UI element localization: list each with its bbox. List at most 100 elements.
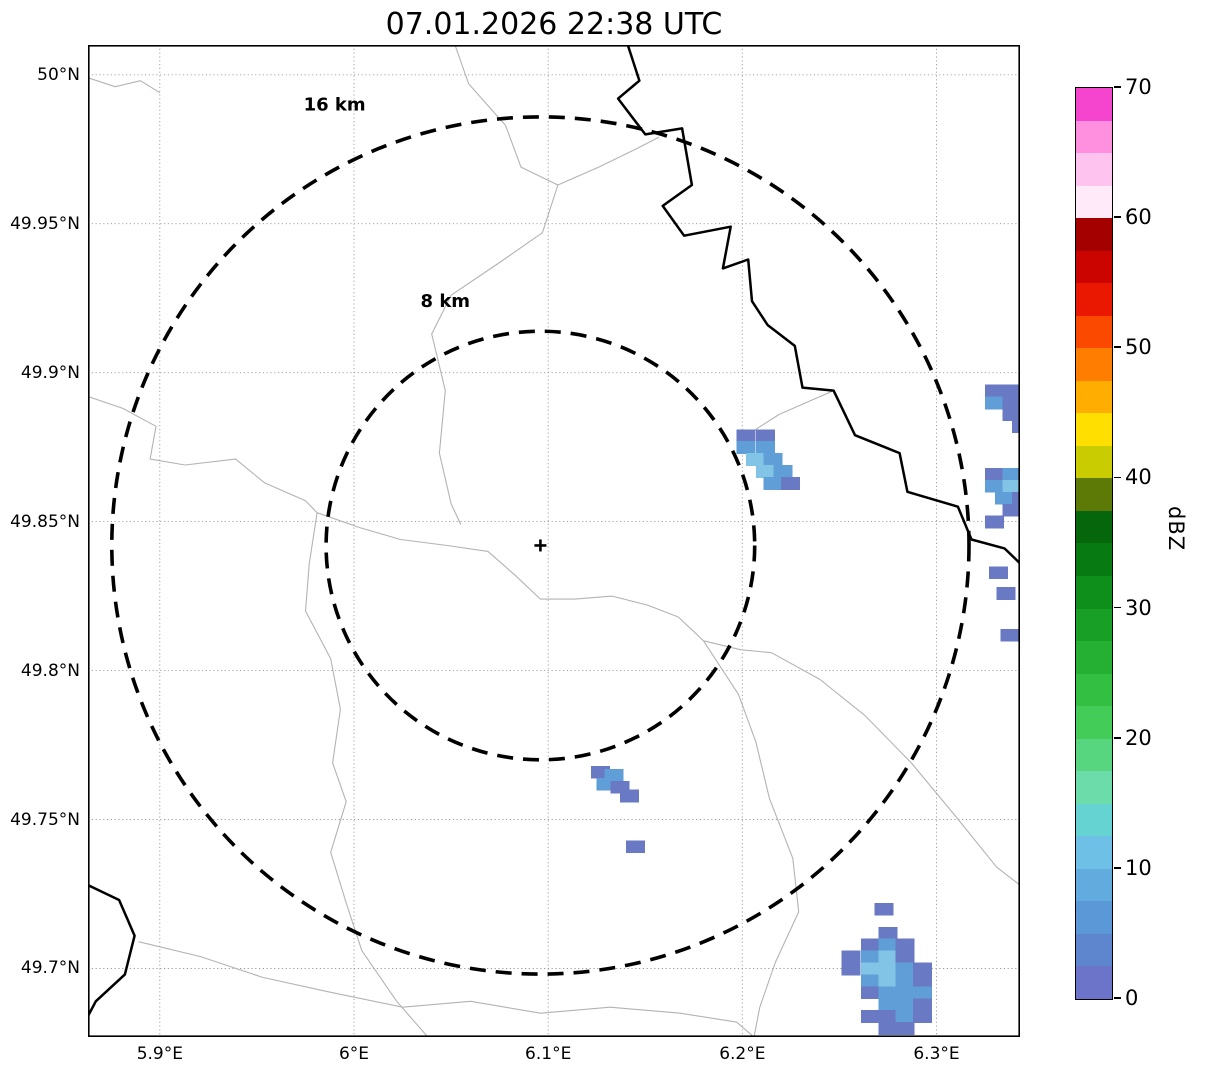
echo-cell: [860, 938, 880, 952]
x-tick-label: 6°E: [338, 1044, 370, 1064]
colorbar-segment: [1076, 706, 1112, 739]
boundary-line: [316, 512, 772, 654]
boundary-line: [703, 640, 800, 1037]
colorbar-tick-label: 0: [1125, 986, 1139, 1010]
echo-cell: [895, 950, 915, 964]
echo-cell: [755, 429, 775, 443]
y-tick-label: 49.9°N: [20, 362, 80, 383]
range-ring-16km: [109, 115, 971, 976]
echo-cell: [1012, 420, 1020, 434]
colorbar-tick-label: 20: [1125, 725, 1152, 750]
colorbar-tick-mark: [1114, 86, 1121, 88]
radar-echoes: [590, 384, 1020, 1035]
echo-cell: [736, 441, 756, 454]
colorbar-tick-mark: [1114, 216, 1121, 218]
echo-cell: [755, 465, 775, 478]
echo-cell: [620, 789, 639, 803]
colorbar-segment: [1076, 315, 1112, 349]
colorbar-segment: [1076, 803, 1112, 837]
colorbar-tick-label: 50: [1125, 335, 1152, 360]
echo-cell: [878, 938, 898, 952]
echo-cell: [1000, 628, 1020, 642]
colorbar: [1075, 87, 1113, 1000]
colorbar-tick-mark: [1114, 867, 1121, 869]
colorbar-tick-mark: [1114, 346, 1121, 349]
colorbar-segment: [1076, 283, 1112, 316]
echo-cell: [1002, 503, 1020, 517]
echo-cell: [878, 926, 898, 940]
echo-cell: [1002, 396, 1020, 410]
colorbar-segment: [1076, 543, 1112, 576]
boundary-line: [771, 652, 1020, 886]
x-tick-label: 6.3°E: [913, 1044, 960, 1064]
echo-cell: [755, 441, 775, 454]
colorbar-segment: [1076, 348, 1112, 381]
colorbar-tick-label: 70: [1125, 75, 1152, 99]
echo-cell: [985, 515, 1005, 529]
echo-cell: [996, 587, 1016, 600]
echo-cell: [763, 453, 783, 466]
colorbar-tick-mark: [1114, 606, 1121, 609]
echo-cell: [781, 477, 801, 490]
border-line: [88, 883, 136, 1018]
echo-cell: [895, 962, 915, 976]
colorbar-segment: [1076, 673, 1112, 707]
echo-cell: [860, 974, 880, 988]
boundary-line: [88, 395, 429, 1037]
colorbar-segment: [1076, 380, 1112, 414]
colorbar-axis-label: dBZ: [1164, 506, 1188, 552]
y-tick-label: 49.75°N: [10, 809, 80, 830]
echo-cell: [878, 1010, 898, 1023]
colorbar-segment: [1076, 218, 1112, 251]
echo-cell: [895, 938, 915, 952]
echo-cell: [994, 491, 1014, 505]
range-ring-label: 8 km: [421, 291, 471, 312]
boundary-line: [138, 941, 755, 1037]
echo-cell: [913, 962, 933, 976]
echo-cell: [878, 962, 898, 976]
colorbar-tick-mark: [1114, 997, 1121, 999]
radar-center-marker: [534, 539, 547, 552]
echo-cell: [625, 840, 645, 854]
colorbar-segment: [1076, 250, 1112, 284]
colorbar-tick-mark: [1114, 736, 1121, 739]
x-tick-label: 6.1°E: [525, 1044, 572, 1064]
echo-cell: [895, 998, 915, 1012]
border-line: [616, 45, 1020, 565]
x-tick-label: 6.2°E: [719, 1044, 766, 1064]
colorbar-segment: [1076, 771, 1112, 804]
echo-cell: [913, 974, 933, 988]
colorbar-segment: [1076, 413, 1112, 446]
echo-cell: [985, 468, 1005, 481]
y-tick-label: 50°N: [37, 64, 80, 85]
boundary-line: [557, 136, 660, 186]
colorbar-segment: [1076, 836, 1112, 869]
echo-cell: [860, 986, 880, 1000]
echo-cell: [985, 396, 1005, 410]
echo-cell: [860, 962, 880, 976]
y-tick-label: 49.8°N: [20, 660, 80, 681]
boundary-line: [88, 77, 161, 94]
colorbar-segment: [1076, 868, 1112, 902]
echo-cell: [985, 384, 1005, 398]
colorbar-segment: [1076, 478, 1112, 511]
echo-cell: [878, 974, 898, 988]
x-tick-label: 5.9°E: [136, 1044, 183, 1064]
country-border-river: [88, 45, 1020, 1018]
range-ring-label: 16 km: [304, 95, 366, 116]
colorbar-segment: [1076, 88, 1112, 121]
colorbar-segment: [1076, 608, 1112, 642]
y-tick-label: 49.7°N: [20, 958, 80, 979]
echo-cell: [913, 998, 933, 1012]
echo-cell: [895, 974, 915, 988]
colorbar-segment: [1076, 738, 1112, 772]
map-plot-area: 16 km 8 km: [88, 45, 1020, 1037]
echo-cell: [895, 1010, 915, 1023]
echo-cell: [895, 1022, 915, 1035]
boundary-line: [431, 45, 559, 525]
echo-cell: [878, 1022, 898, 1035]
echo-cell: [878, 950, 898, 964]
colorbar-tick-label: 30: [1125, 595, 1152, 620]
range-ring-8km: [324, 329, 757, 762]
y-tick-label: 49.85°N: [10, 511, 80, 532]
